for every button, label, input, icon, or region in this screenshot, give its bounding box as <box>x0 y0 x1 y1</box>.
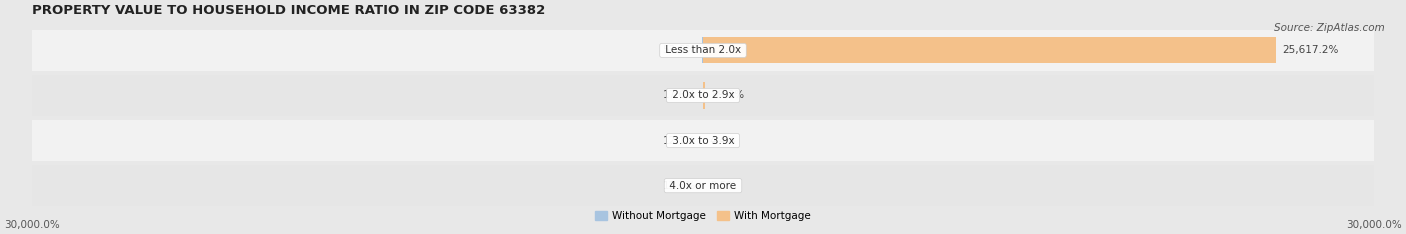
Bar <box>32 30 1374 71</box>
Text: 89.3%: 89.3% <box>711 91 745 100</box>
Text: Less than 2.0x: Less than 2.0x <box>662 45 744 55</box>
Bar <box>703 37 1275 63</box>
Text: 2.0x to 2.9x: 2.0x to 2.9x <box>669 91 737 100</box>
Bar <box>703 82 704 109</box>
Text: 53.6%: 53.6% <box>662 45 695 55</box>
Text: 3.0x to 3.9x: 3.0x to 3.9x <box>669 135 737 146</box>
Text: 12.6%: 12.6% <box>662 181 696 191</box>
Text: 25,617.2%: 25,617.2% <box>1282 45 1339 55</box>
Text: Source: ZipAtlas.com: Source: ZipAtlas.com <box>1274 23 1385 33</box>
Bar <box>32 75 1374 116</box>
Bar <box>32 120 1374 161</box>
Text: 4.0x or more: 4.0x or more <box>666 181 740 191</box>
Bar <box>32 165 1374 206</box>
Text: 12.1%: 12.1% <box>662 135 696 146</box>
Text: 4.4%: 4.4% <box>710 135 737 146</box>
Text: 17.6%: 17.6% <box>662 91 696 100</box>
Text: 2.5%: 2.5% <box>710 181 737 191</box>
Legend: Without Mortgage, With Mortgage: Without Mortgage, With Mortgage <box>591 207 815 225</box>
Text: PROPERTY VALUE TO HOUSEHOLD INCOME RATIO IN ZIP CODE 63382: PROPERTY VALUE TO HOUSEHOLD INCOME RATIO… <box>32 4 546 17</box>
